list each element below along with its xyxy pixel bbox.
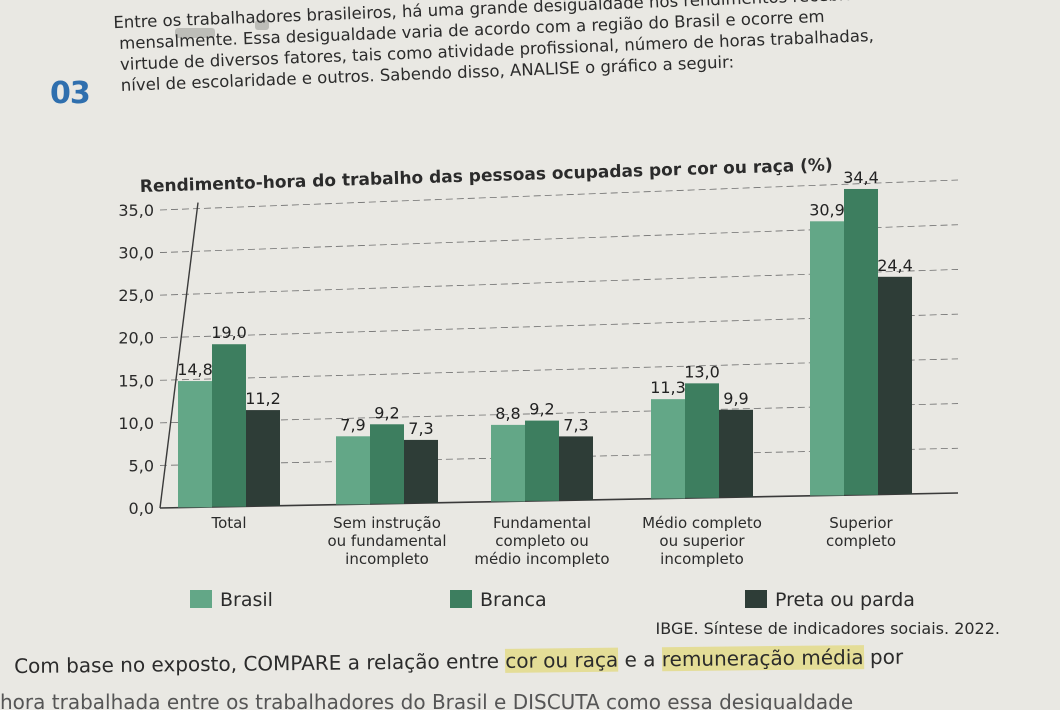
data-label: 11,2	[245, 389, 281, 408]
legend-label: Brasil	[220, 589, 273, 611]
bar	[212, 344, 246, 507]
data-label: 7,3	[563, 415, 588, 434]
bar	[491, 424, 525, 502]
prompt-text: e a	[618, 647, 662, 672]
legend-swatch	[745, 590, 767, 608]
legend-label: Preta ou parda	[775, 589, 915, 611]
x-tick-label: incompleto	[345, 550, 429, 568]
bar	[404, 439, 438, 504]
data-label: 9,2	[529, 400, 554, 419]
bar	[685, 383, 719, 498]
bar	[878, 276, 912, 495]
data-label: 24,4	[877, 256, 913, 275]
y-tick-label: 30,0	[118, 244, 154, 263]
gridline	[159, 179, 959, 211]
x-tick-label: médio incompleto	[474, 550, 609, 568]
y-axis	[159, 202, 199, 509]
bar	[525, 420, 559, 501]
bar	[178, 381, 212, 508]
y-tick-label: 35,0	[118, 201, 154, 220]
x-tick-label: completo	[826, 532, 896, 550]
bar	[370, 424, 404, 504]
y-tick-label: 10,0	[118, 414, 154, 433]
prompt-text: por	[863, 644, 904, 670]
data-label: 14,8	[177, 360, 213, 379]
data-label: 19,0	[211, 323, 247, 342]
legend-swatch	[190, 590, 212, 608]
x-tick-label: Superior	[829, 514, 893, 532]
highlighted-text: cor ou raça	[505, 647, 619, 673]
bar	[810, 221, 844, 496]
x-tick-label: Sem instrução	[333, 514, 441, 532]
bar	[246, 410, 280, 507]
data-label: 11,3	[650, 378, 686, 397]
x-tick-label: Médio completo	[642, 514, 762, 532]
data-label: 7,3	[408, 419, 433, 438]
printed-marks	[175, 16, 275, 38]
y-tick-label: 0,0	[129, 499, 154, 518]
x-tick-label: incompleto	[660, 550, 744, 568]
legend-swatch	[450, 590, 472, 608]
data-label: 9,9	[723, 389, 748, 408]
bar	[559, 436, 593, 501]
highlighted-text: remuneração média	[661, 645, 864, 672]
y-tick-label: 15,0	[118, 371, 154, 390]
y-tick-label: 5,0	[129, 456, 154, 475]
prompt-text: Com base no exposto, COMPARE a relação e…	[14, 648, 506, 678]
legend-label: Branca	[480, 589, 547, 611]
source-note: IBGE. Síntese de indicadores sociais. 20…	[656, 619, 1000, 638]
chart-title: Rendimento-hora do trabalho das pessoas …	[140, 155, 833, 197]
data-label: 7,9	[340, 415, 365, 434]
question-number: 03	[50, 76, 91, 111]
bar	[719, 409, 753, 498]
data-label: 13,0	[684, 362, 720, 381]
bar	[651, 399, 685, 499]
data-label: 8,8	[495, 404, 520, 423]
x-tick-label: completo ou	[495, 532, 588, 550]
cut-off-line: hora trabalhada entre os trabalhadores d…	[0, 690, 854, 710]
y-tick-label: 20,0	[118, 329, 154, 348]
bar-chart: Rendimento-hora do trabalho das pessoas …	[118, 155, 1000, 638]
bar	[336, 436, 370, 505]
y-tick-label: 25,0	[118, 286, 154, 305]
data-label: 30,9	[809, 200, 845, 219]
x-tick-label: Total	[210, 514, 246, 532]
x-tick-label: Fundamental	[493, 514, 591, 532]
x-tick-label: ou fundamental	[327, 532, 446, 550]
x-tick-label: ou superior	[659, 532, 745, 550]
data-label: 34,4	[843, 168, 879, 187]
data-label: 9,2	[374, 403, 399, 422]
bar	[844, 188, 878, 495]
